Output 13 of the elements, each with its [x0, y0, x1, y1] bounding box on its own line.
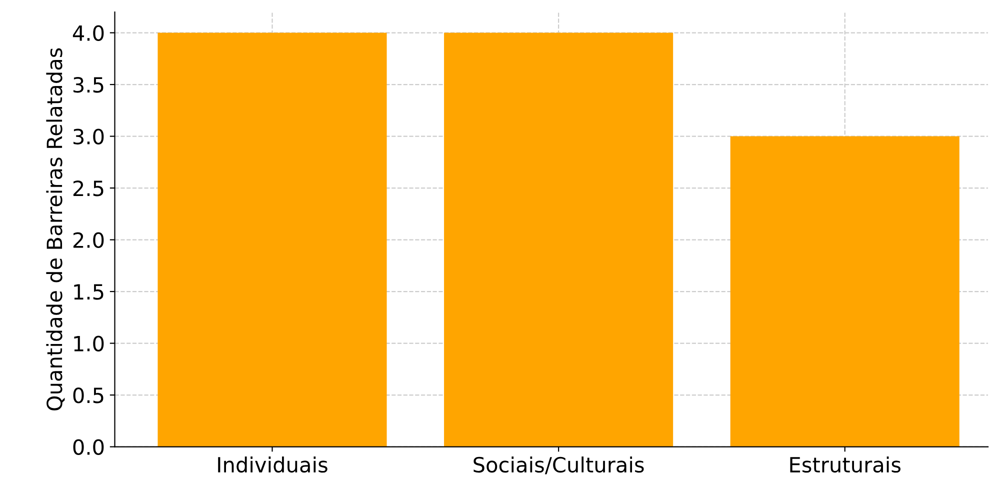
- y-tick-label: 3.5: [74, 76, 104, 93]
- y-tick-label: 3.0: [74, 128, 104, 144]
- y-tick-label: 0.5: [73, 387, 104, 404]
- y-tick-label: 1.5: [74, 284, 104, 300]
- x-tick-label: Estruturais: [790, 456, 900, 473]
- y-tick-label: 0.0: [73, 439, 104, 455]
- y-tick-label: 2.5: [73, 180, 104, 196]
- x-tick-label: Individuais: [218, 456, 328, 473]
- y-tick-label: 4.0: [72, 25, 104, 41]
- y-axis-title: Quantidade de Barreiras Relatadas: [46, 48, 65, 410]
- y-tick-label: 2.0: [73, 232, 104, 248]
- x-tick-label: Sociais/Culturais: [474, 456, 644, 474]
- y-tick-label: 1.0: [74, 336, 104, 352]
